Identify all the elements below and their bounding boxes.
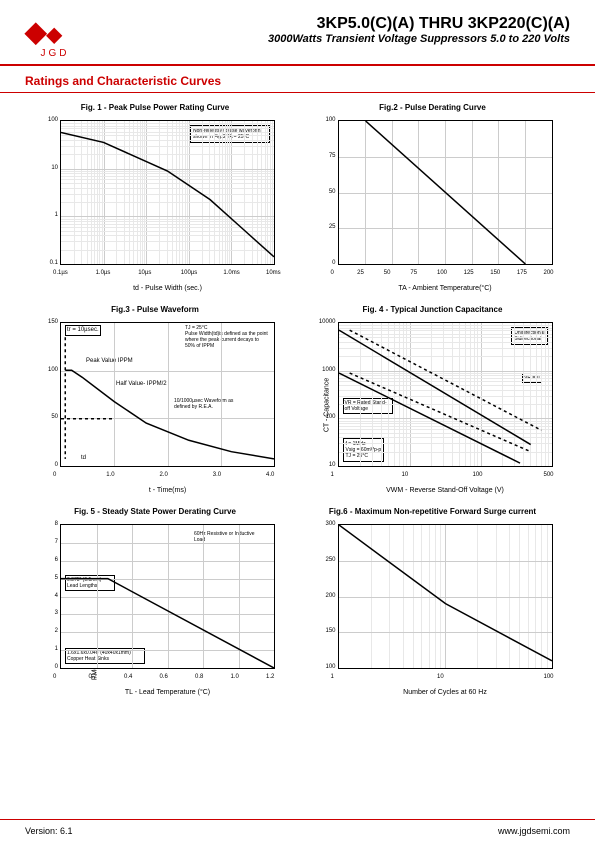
- chart-title: Fig. 5 - Steady State Power Derating Cur…: [30, 507, 280, 516]
- x-axis-label: TA - Ambient Temperature(°C): [398, 285, 491, 292]
- chart-title: Fig.6 - Maximum Non-repetitive Forward S…: [308, 507, 558, 516]
- x-axis-label: t - Time(ms): [149, 487, 186, 494]
- chart-title: Fig. 1 - Peak Pulse Power Rating Curve: [30, 103, 280, 112]
- x-axis-label: VWM - Reverse Stand-Off Voltage (V): [386, 487, 504, 494]
- chart-fig5: Fig. 5 - Steady State Power Derating Cur…: [30, 507, 280, 694]
- chart-fig4: Fig. 4 - Typical Junction Capacitance CT…: [308, 305, 558, 492]
- chart-fig3: Fig.3 - Pulse Waveform IPPM- Peak Pulse …: [30, 305, 280, 492]
- version-label: Version: 6.1: [25, 826, 73, 836]
- section-heading: Ratings and Characteristic Curves: [0, 66, 595, 93]
- logo-text: JGD: [25, 48, 85, 59]
- brand-logo: ◆◆ JGD: [25, 15, 85, 59]
- chart-fig6: Fig.6 - Maximum Non-repetitive Forward S…: [308, 507, 558, 694]
- footer-url: www.jgdsemi.com: [498, 826, 570, 836]
- x-axis-label: TL - Lead Temperature (°C): [125, 689, 210, 696]
- chart-title: Fig.3 - Pulse Waveform: [30, 305, 280, 314]
- chart-fig2: Fig.2 - Pulse Derating Curve PPPM-Peak P…: [308, 103, 558, 290]
- page-title: 3KP5.0(C)(A) THRU 3KP220(C)(A): [105, 15, 570, 33]
- y-axis-label: CT - Capacitance: [323, 377, 330, 431]
- page-subtitle: 3000Watts Transient Voltage Suppressors …: [105, 33, 570, 45]
- x-axis-label: Number of Cycles at 60 Hz: [403, 689, 487, 696]
- logo-icon: ◆◆: [25, 15, 85, 48]
- chart-fig1: Fig. 1 - Peak Pulse Power Rating Curve P…: [30, 103, 280, 290]
- chart-title: Fig.2 - Pulse Derating Curve: [308, 103, 558, 112]
- x-axis-label: td - Pulse Width (sec.): [133, 285, 202, 292]
- chart-title: Fig. 4 - Typical Junction Capacitance: [308, 305, 558, 314]
